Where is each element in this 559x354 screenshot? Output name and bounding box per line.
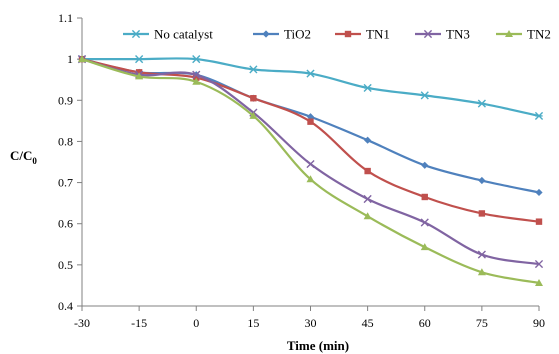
legend-marker xyxy=(131,29,141,39)
legend: No catalyst TiO2 TN1 TN3 TN2 xyxy=(123,27,551,42)
series-line xyxy=(81,58,540,223)
x-tick-label: 15 xyxy=(247,316,259,330)
data-point xyxy=(420,91,429,100)
data-point xyxy=(420,243,429,251)
y-tick-label: 0.7 xyxy=(58,176,73,190)
data-point xyxy=(192,55,201,64)
data-point xyxy=(250,95,257,102)
data-point xyxy=(192,77,201,85)
y-tick-label: 1 xyxy=(67,52,73,66)
series-tn2 xyxy=(78,55,543,286)
legend-item: TiO2 xyxy=(253,27,311,42)
data-point xyxy=(306,159,315,169)
legend-label: TN1 xyxy=(366,27,390,42)
data-point xyxy=(135,72,144,80)
data-point xyxy=(363,83,372,93)
data-point xyxy=(135,55,144,64)
data-point xyxy=(477,250,486,259)
data-point xyxy=(421,161,429,169)
legend-marker xyxy=(423,29,433,39)
legend-item: TN2 xyxy=(496,27,551,42)
legend-item: TN1 xyxy=(335,27,390,42)
x-tick-label: 30 xyxy=(305,316,317,330)
y-tick-label: 0.4 xyxy=(58,299,73,313)
y-tick-label: 0.8 xyxy=(58,134,73,148)
legend-label: No catalyst xyxy=(154,27,213,42)
data-point xyxy=(421,193,428,201)
data-point xyxy=(478,176,486,185)
data-point xyxy=(363,212,372,220)
series-tn1 xyxy=(78,55,543,225)
legend-marker xyxy=(344,30,352,38)
data-point xyxy=(535,278,543,286)
y-tick-labels: 0.4 0.5 0.6 0.7 0.8 0.9 1 1.1 xyxy=(58,11,73,313)
series-no-catalyst xyxy=(77,55,544,121)
series-line xyxy=(81,58,540,194)
data-point xyxy=(534,259,544,269)
legend-label: TN3 xyxy=(446,27,470,42)
data-point xyxy=(478,210,486,217)
legend-marker xyxy=(262,30,270,38)
data-point xyxy=(192,70,201,79)
legend-marker xyxy=(505,30,513,37)
x-tick-label: 60 xyxy=(419,316,431,330)
data-point xyxy=(306,69,315,78)
axes xyxy=(77,17,540,311)
data-point xyxy=(535,188,543,197)
data-point xyxy=(477,99,486,108)
series-line xyxy=(82,57,540,117)
data-point xyxy=(135,69,143,76)
data-point xyxy=(363,194,372,204)
data-point xyxy=(364,167,371,175)
x-tick-label: -15 xyxy=(131,316,147,330)
y-tick-label: 0.9 xyxy=(58,93,73,107)
y-axis-label: C/C0 xyxy=(10,148,37,166)
series-tn3 xyxy=(77,55,544,269)
data-point xyxy=(307,118,314,125)
x-axis-label: Time (min) xyxy=(287,338,349,353)
series-line xyxy=(81,58,540,266)
legend-item: No catalyst xyxy=(123,27,213,42)
x-tick-label: 45 xyxy=(362,316,374,330)
data-point xyxy=(78,55,86,63)
x-tick-label: -30 xyxy=(74,316,90,330)
data-point xyxy=(193,74,200,81)
data-point xyxy=(364,136,372,144)
data-point xyxy=(535,218,543,225)
legend-item: TN3 xyxy=(415,27,470,42)
data-point xyxy=(249,65,258,74)
legend-label: TN2 xyxy=(527,27,551,42)
y-tick-label: 1.1 xyxy=(58,11,73,25)
legend-label: TiO2 xyxy=(284,27,311,42)
data-point xyxy=(249,111,258,119)
data-point xyxy=(306,175,315,183)
y-tick-label: 0.6 xyxy=(58,217,73,231)
x-tick-label: 90 xyxy=(533,316,545,330)
x-tick-label: 0 xyxy=(193,316,199,330)
data-point xyxy=(420,218,429,227)
series-group xyxy=(77,55,544,286)
x-tick-label: 75 xyxy=(476,316,488,330)
data-point xyxy=(477,268,486,276)
data-point xyxy=(534,111,544,121)
x-tick-labels: -30 -15 0 15 30 45 60 75 90 xyxy=(74,316,545,330)
y-tick-label: 0.5 xyxy=(58,258,73,272)
